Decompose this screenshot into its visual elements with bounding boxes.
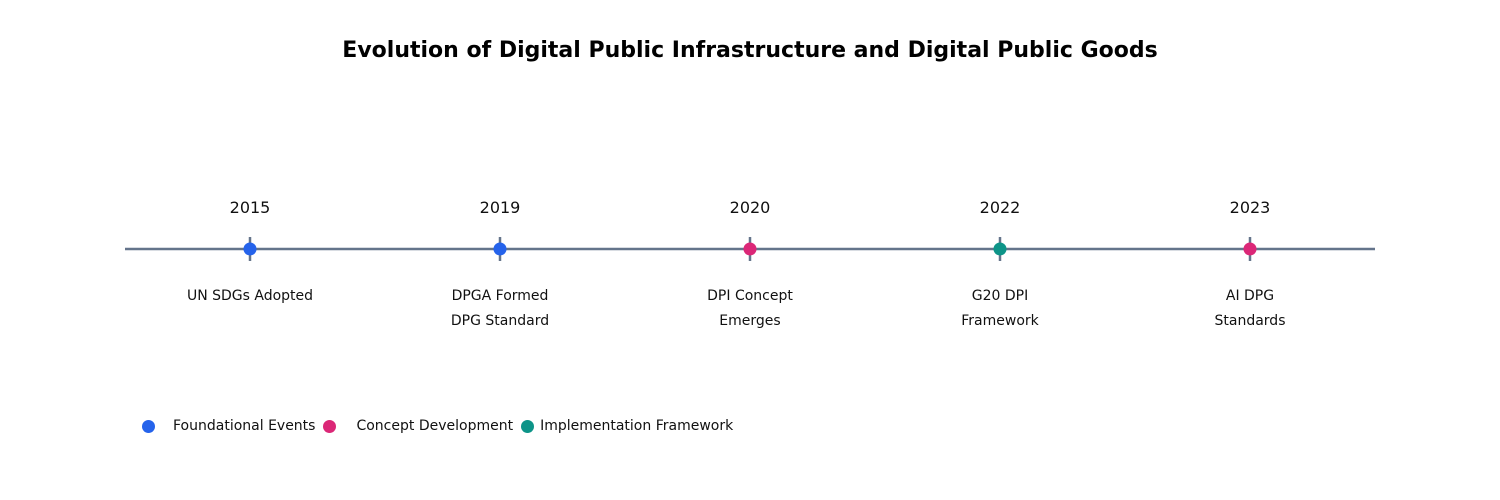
legend-item-concept[interactable]: Concept Development bbox=[323, 418, 513, 434]
legend-label: Concept Development bbox=[356, 418, 514, 434]
event-year: 2022 bbox=[980, 198, 1021, 217]
event-label: DPGA Formed bbox=[452, 288, 549, 304]
event-marker[interactable] bbox=[993, 242, 1007, 256]
event-marker[interactable] bbox=[493, 242, 507, 256]
event-year: 2020 bbox=[730, 198, 771, 217]
event-label: Standards bbox=[1215, 313, 1286, 329]
event-year: 2019 bbox=[480, 198, 521, 217]
legend: Foundational Events Concept Development … bbox=[142, 414, 741, 438]
event-label: AI DPG bbox=[1226, 288, 1274, 304]
legend-item-foundational[interactable]: Foundational Events bbox=[142, 418, 315, 434]
timeline-event: 2019 DPGA Formed DPG Standard bbox=[451, 198, 549, 329]
timeline-event: 2022 G20 DPI Framework bbox=[961, 198, 1039, 329]
event-label: DPG Standard bbox=[451, 313, 549, 329]
legend-label: Implementation Framework bbox=[540, 418, 734, 434]
timeline-events: 2015 UN SDGs Adopted 2019 DPGA Formed DPG St… bbox=[187, 198, 1286, 329]
implementation-dot-icon bbox=[521, 419, 535, 433]
concept-dot-icon bbox=[323, 419, 337, 433]
event-marker[interactable] bbox=[743, 242, 757, 256]
legend-label: Foundational Events bbox=[173, 418, 316, 434]
event-marker[interactable] bbox=[1243, 242, 1257, 256]
page-title: Evolution of Digital Public Infrastructu… bbox=[342, 38, 1158, 63]
event-marker[interactable] bbox=[243, 242, 257, 256]
legend-item-implementation[interactable]: Implementation Framework bbox=[521, 418, 733, 434]
event-label: G20 DPI bbox=[972, 288, 1028, 304]
timeline-event: 2020 DPI Concept Emerges bbox=[707, 198, 793, 329]
timeline-event: 2015 UN SDGs Adopted bbox=[187, 198, 313, 304]
event-year: 2015 bbox=[230, 198, 271, 217]
event-label: DPI Concept bbox=[707, 288, 793, 304]
event-label: Framework bbox=[961, 313, 1039, 329]
timeline-event: 2023 AI DPG Standards bbox=[1215, 198, 1286, 329]
foundational-dot-icon bbox=[142, 419, 155, 433]
event-label: Emerges bbox=[719, 313, 780, 329]
event-year: 2023 bbox=[1230, 198, 1271, 217]
event-label: UN SDGs Adopted bbox=[187, 288, 313, 304]
